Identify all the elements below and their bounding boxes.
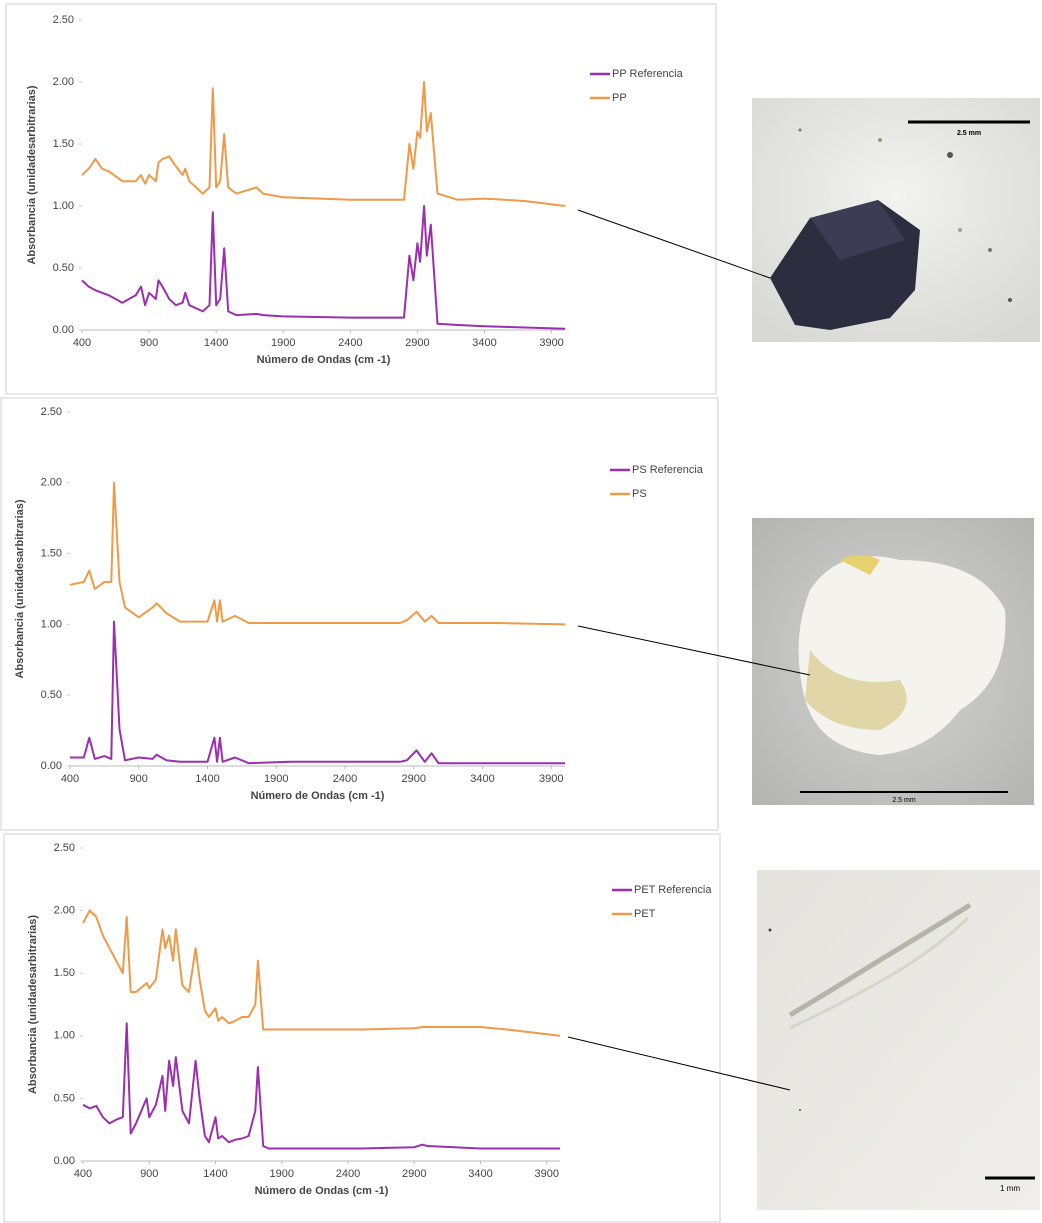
x-tick-label: 2400 [338, 337, 362, 349]
x-tick-label: 3400 [468, 1168, 492, 1180]
x-tick-label: 400 [61, 773, 79, 785]
y-tick-label: 2.50 [53, 14, 74, 26]
y-tick-label: 0.00 [53, 324, 74, 336]
x-tick-label: 400 [74, 1168, 92, 1180]
x-tick-label: 900 [140, 337, 158, 349]
y-tick-label: 1.00 [41, 618, 62, 630]
x-tick-label: 2900 [402, 773, 426, 785]
y-tick-label: 2.00 [53, 76, 74, 88]
x-tick-label: 2400 [333, 773, 357, 785]
x-tick-label: 2900 [402, 1168, 426, 1180]
legend-label: PP [612, 92, 627, 104]
page: {"chart_data": [ {"type": "line", "x_lab… [0, 0, 1042, 1223]
y-tick-label: 2.50 [54, 842, 75, 854]
photo: 2.5 mm [752, 98, 1040, 342]
x-tick-label: 1400 [204, 337, 228, 349]
figure: 2.5 mm 2.5 mm 1 mm 0.00 0.50 1.00 1.50 2.00 2… [0, 0, 1042, 1223]
legend-label: PP Referencia [612, 68, 684, 80]
legend-label: PS Referencia [632, 464, 704, 476]
scale-label: 2.5 mm [892, 797, 916, 804]
x-tick-label: 1400 [203, 1168, 227, 1180]
y-tick-label: 0.00 [41, 760, 62, 772]
x-tick-label: 3400 [472, 337, 496, 349]
x-axis-title: Número de Ondas (cm -1) [257, 354, 391, 366]
y-tick-label: 2.50 [41, 406, 62, 418]
y-tick-label: 2.00 [41, 477, 62, 489]
y-tick-label: 0.50 [41, 689, 62, 701]
x-tick-label: 1400 [195, 773, 219, 785]
x-tick-label: 1900 [271, 337, 295, 349]
scale-label: 1 mm [1000, 1184, 1020, 1193]
x-tick-label: 900 [140, 1168, 158, 1180]
legend-label: PS [632, 488, 647, 500]
photo: 1 mm [757, 870, 1040, 1210]
scale-label: 2.5 mm [957, 130, 981, 137]
photo: 2.5 mm [752, 518, 1034, 805]
chart-frame [1, 398, 718, 830]
x-tick-label: 400 [73, 337, 91, 349]
x-tick-label: 3400 [470, 773, 494, 785]
chart-frame [4, 834, 720, 1222]
y-tick-label: 0.00 [54, 1155, 75, 1167]
legend-label: PET Referencia [634, 884, 712, 896]
x-tick-label: 2400 [336, 1168, 360, 1180]
y-tick-label: 1.00 [53, 200, 74, 212]
y-tick-label: 1.00 [54, 1030, 75, 1042]
x-tick-label: 900 [130, 773, 148, 785]
x-axis-title: Número de Ondas (cm -1) [251, 790, 385, 802]
y-tick-label: 2.00 [54, 905, 75, 917]
y-tick-label: 1.50 [54, 967, 75, 979]
y-tick-label: 1.50 [53, 138, 74, 150]
x-axis-title: Número de Ondas (cm -1) [255, 1185, 389, 1197]
y-tick-label: 0.50 [53, 262, 74, 274]
y-axis-title: Absorbancia (unidadesarbitrarias) [14, 499, 26, 678]
y-tick-label: 0.50 [54, 1092, 75, 1104]
x-tick-label: 3900 [539, 773, 563, 785]
y-axis-title: Absorbancia (unidadesarbitrarias) [26, 85, 38, 264]
x-tick-label: 2900 [405, 337, 429, 349]
legend-label: PET [634, 908, 656, 920]
x-tick-label: 1900 [270, 1168, 294, 1180]
y-tick-label: 1.50 [41, 548, 62, 560]
x-tick-label: 3900 [535, 1168, 559, 1180]
x-tick-label: 1900 [264, 773, 288, 785]
x-tick-label: 3900 [539, 337, 563, 349]
y-axis-title: Absorbancia (unidadesarbitrarias) [27, 915, 39, 1094]
